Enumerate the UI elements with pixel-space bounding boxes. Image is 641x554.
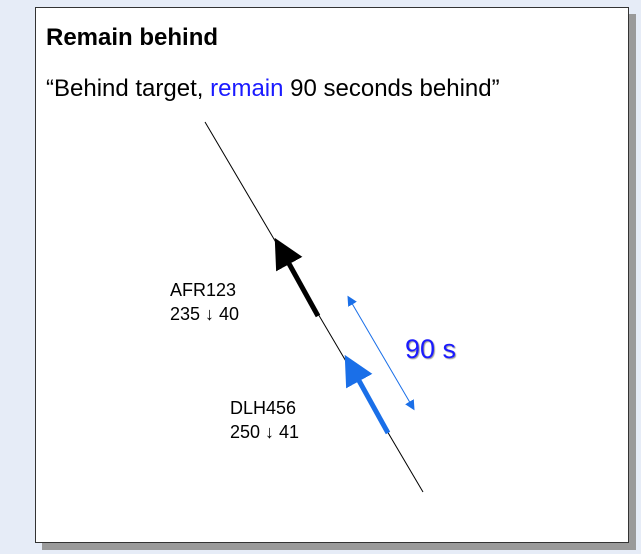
title: Remain behind: [46, 24, 219, 51]
callsign: AFR123: [170, 280, 237, 300]
aircraft-label: DLH456 250 ↓ 41: [230, 396, 299, 444]
instruction-keyword: remain: [210, 75, 284, 102]
aircraft-arrow: [344, 354, 391, 435]
aircraft-label: AFR123 235 ↓ 40: [170, 278, 239, 326]
spacing-arrow: [347, 295, 415, 411]
instruction-text: “Behind target,: [46, 75, 211, 102]
spacing-label: 90 s: [405, 334, 457, 364]
aircraft-arrow: [274, 237, 321, 318]
instruction: “Behind target, remain 90 seconds behind…: [46, 70, 546, 108]
flight-info: 235 ↓ 40: [170, 304, 240, 324]
instruction-text: 90 seconds behind”: [283, 75, 500, 102]
panel: [35, 7, 629, 543]
callsign: DLH456: [230, 398, 297, 418]
flight-info: 250 ↓ 41: [230, 422, 300, 442]
